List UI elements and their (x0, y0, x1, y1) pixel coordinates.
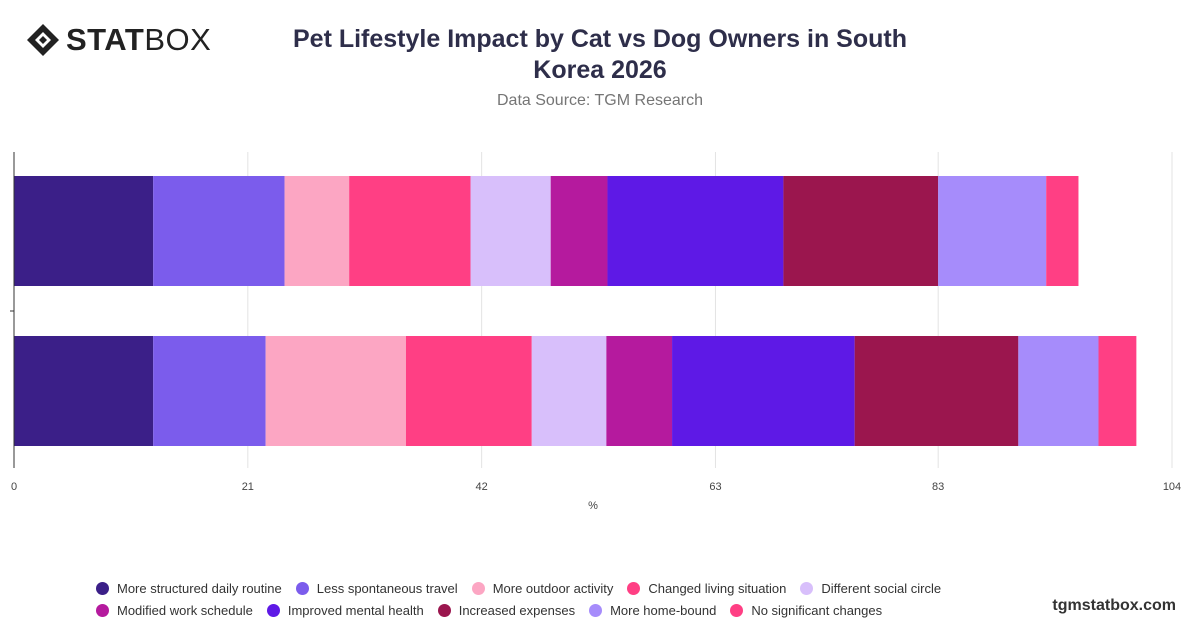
statbox-diamond-icon (27, 24, 59, 56)
legend-swatch (800, 582, 814, 595)
bar-segment (405, 336, 532, 446)
logo-wordmark: STATBOX (66, 22, 211, 58)
legend-label: More structured daily routine (117, 581, 282, 596)
legend-swatch (627, 582, 641, 595)
bar-segment (349, 176, 471, 286)
legend-label: Increased expenses (458, 603, 576, 618)
legend-label: No significant changes (751, 603, 883, 618)
bar-segment (265, 336, 406, 446)
bar-segment (854, 336, 1019, 446)
legend-label: More outdoor activity (492, 581, 614, 596)
bar-segment (1098, 336, 1137, 446)
legend-swatch (96, 604, 109, 617)
legend-item: More home-bound (589, 602, 716, 619)
x-tick-label: 83 (932, 481, 944, 493)
bar-segment (1018, 336, 1099, 446)
logo-light-text: BOX (144, 22, 212, 57)
legend-swatch (589, 604, 603, 617)
x-tick-label: 63 (709, 481, 721, 493)
legend-swatch (471, 582, 485, 595)
chart-title: Pet Lifestyle Impact by Cat vs Dog Owner… (292, 25, 907, 84)
legend-label: Improved mental health (287, 603, 424, 618)
bar-segment (14, 336, 154, 446)
legend-label: More home-bound (610, 603, 717, 618)
bar-segment (550, 176, 608, 286)
x-tick-label: 0 (11, 481, 17, 493)
bar-segment (14, 176, 154, 286)
legend-label: Modified work schedule (117, 603, 253, 618)
legend-label: Different social circle (821, 581, 942, 596)
bar-segment (606, 336, 673, 446)
x-axis-label: % (588, 500, 598, 512)
legend-item: Improved mental health (266, 602, 424, 619)
x-tick-label: 104 (1163, 481, 1181, 493)
bar-segment (672, 336, 855, 446)
chart-subtitle: Data Source: TGM Research (496, 92, 703, 109)
legend-item: Different social circle (800, 580, 941, 597)
chart-legend: More structured daily routine Less sponta… (96, 580, 1116, 619)
legend-item: No significant changes (730, 602, 882, 619)
legend-item: Changed living situation (627, 580, 786, 597)
bar-segment (153, 336, 266, 446)
legend-swatch (437, 604, 451, 617)
watermark: tgmstatbox.com (1052, 597, 1176, 614)
bar-segment (531, 336, 607, 446)
x-tick-label: 21 (242, 481, 254, 493)
x-tick-label: 42 (476, 481, 488, 493)
legend-swatch (730, 604, 744, 617)
bar-segment (153, 176, 285, 286)
bar-segment (470, 176, 551, 286)
legend-item: Increased expenses (437, 602, 576, 619)
legend-item: Less spontaneous travel (295, 580, 458, 597)
legend-label: Changed living situation (648, 581, 787, 596)
legend-label: Less spontaneous travel (316, 581, 458, 596)
legend-item: Modified work schedule (96, 602, 253, 619)
bar-segment (938, 176, 1047, 286)
bar-segment (284, 176, 350, 286)
bar-segment (1046, 176, 1079, 286)
legend-item: More outdoor activity (471, 580, 614, 597)
legend-item: More structured daily routine (96, 580, 282, 597)
bar-segment (607, 176, 784, 286)
bar-segment (783, 176, 939, 286)
legend-swatch (295, 582, 309, 595)
legend-swatch (96, 582, 109, 595)
statbox-logo: STATBOX (26, 22, 211, 58)
legend-swatch (266, 604, 280, 617)
logo-bold-text: STAT (66, 22, 145, 57)
